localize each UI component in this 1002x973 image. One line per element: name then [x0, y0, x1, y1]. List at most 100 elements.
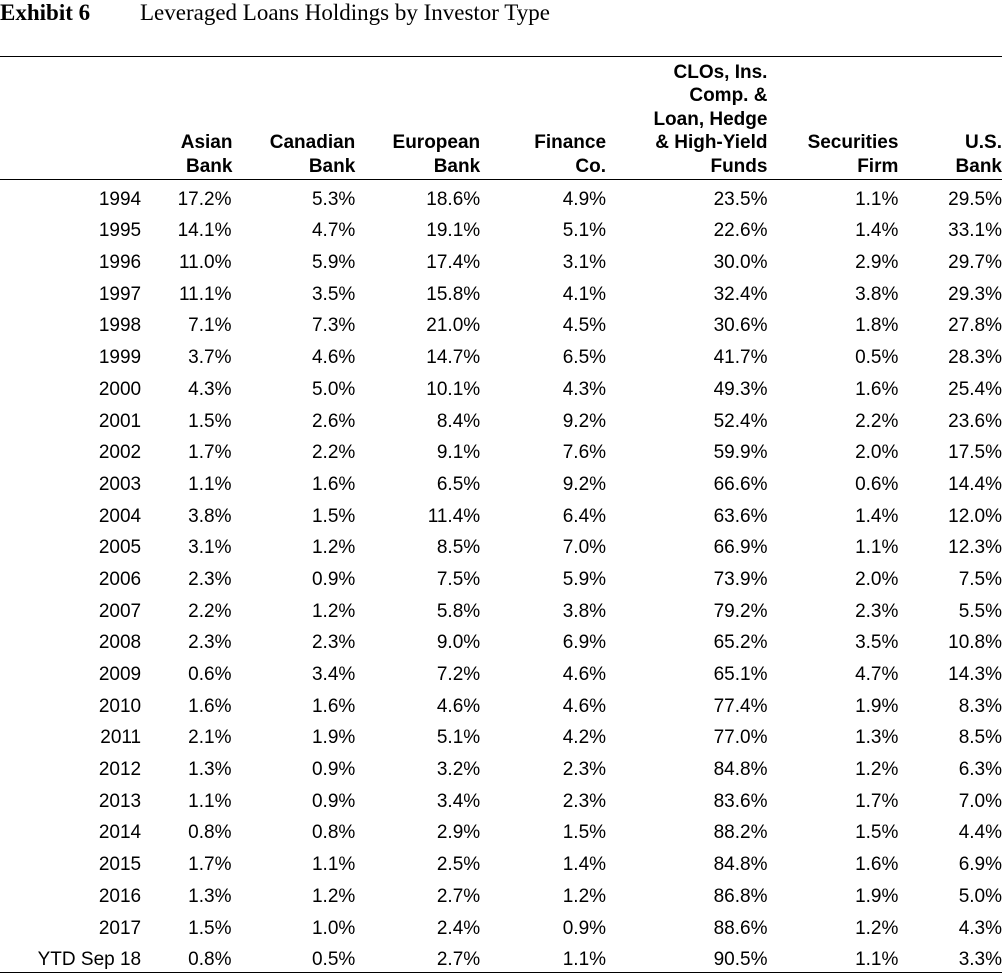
table-cell: 6.5% — [436, 473, 481, 495]
row-label: 1996 — [98, 252, 142, 274]
table-cell: 49.3% — [713, 378, 768, 400]
row-label: 2002 — [98, 442, 142, 464]
table-cell: 12.0% — [948, 505, 1002, 527]
table-row: 2007 2.2% 1.2% 5.8% 3.8% 79.2% 2.3% 5.5% — [0, 592, 1002, 624]
table-cell: 4.3% — [188, 378, 232, 400]
table-row: 2011 2.1% 1.9% 5.1% 4.2% 77.0% 1.3% 8.5% — [0, 719, 1002, 751]
row-label: 2017 — [98, 917, 142, 939]
table-cell: 3.8% — [562, 600, 607, 622]
row-label: 2001 — [98, 410, 142, 432]
table-cell: 15.8% — [426, 283, 481, 305]
row-label: 2004 — [98, 505, 142, 527]
table-cell: 1.4% — [855, 220, 899, 242]
us-bank-header: U.S. Bank — [898, 57, 1002, 180]
table-cell: 4.6% — [311, 347, 356, 369]
finance-co-header: Finance Co. — [480, 57, 607, 180]
table-cell: 2.2% — [188, 600, 232, 622]
row-label: 2003 — [98, 473, 142, 495]
table-cell: 9.1% — [436, 442, 481, 464]
row-label: 2009 — [98, 664, 142, 685]
table-cell: 1.5% — [188, 410, 232, 432]
table-cell: 0.8% — [311, 822, 356, 844]
table-row: 2009 0.6% 3.4% 7.2% 4.6% 65.1% 4.7% 14.3% — [0, 655, 1002, 687]
table-row: 2006 2.3% 0.9% 7.5% 5.9% 73.9% 2.0% 7.5% — [0, 560, 1002, 592]
table-cell: 7.5% — [958, 568, 1002, 590]
table-cell: 1.2% — [311, 537, 356, 559]
table-cell: 1.4% — [855, 505, 899, 527]
row-label: 2011 — [100, 727, 142, 749]
table-cell: 90.5% — [606, 940, 770, 973]
table-cell: 1.1% — [855, 537, 899, 559]
table-cell: 2.3% — [562, 790, 607, 812]
table-cell: 3.2% — [436, 759, 481, 781]
table-cell: 29.5% — [948, 188, 1002, 210]
table-cell: 3.1% — [188, 537, 232, 559]
table-cell: 1.3% — [188, 759, 232, 781]
table-cell: 14.4% — [948, 473, 1002, 495]
table-row: 2003 1.1% 1.6% 6.5% 9.2% 66.6% 0.6% 14.4% — [0, 465, 1002, 497]
table-cell: 1.1% — [855, 188, 899, 210]
table-cell: 4.6% — [436, 695, 481, 717]
table-cell: 1.9% — [855, 695, 899, 717]
table-cell: 28.3% — [948, 347, 1002, 369]
table-cell: 1.5% — [855, 822, 899, 844]
holdings-table: Asian Bank Canadian Bank European Bank Finance… — [0, 57, 1002, 973]
table-cell: 0.9% — [311, 759, 356, 781]
table-row: 1996 11.0% 5.9% 17.4% 3.1% 30.0% 2.9% 29.7% — [0, 243, 1002, 275]
table-cell: 4.4% — [958, 822, 1002, 844]
table-cell: 1.3% — [855, 727, 899, 749]
row-label: 1997 — [98, 283, 142, 305]
table-cell: 14.3% — [948, 664, 1002, 685]
row-label: 1999 — [98, 347, 142, 369]
table-cell: 1.1% — [480, 940, 607, 973]
securities-firm-header: Securities Firm — [769, 57, 899, 180]
table-cell: 66.9% — [713, 537, 768, 559]
table-cell: 5.0% — [311, 378, 356, 400]
table-cell: 19.1% — [426, 220, 481, 242]
table-cell: 6.4% — [562, 505, 607, 527]
row-label: 2010 — [98, 695, 142, 717]
table-cell: 6.9% — [958, 854, 1002, 876]
table-cell: 2.2% — [311, 442, 356, 464]
table-row: 2013 1.1% 0.9% 3.4% 2.3% 83.6% 1.7% 7.0% — [0, 782, 1002, 814]
table-cell: 5.8% — [436, 600, 481, 622]
table-cell: 12.3% — [948, 537, 1002, 559]
table-row: 1998 7.1% 7.3% 21.0% 4.5% 30.6% 1.8% 27.8% — [0, 307, 1002, 339]
table-row: 1997 11.1% 3.5% 15.8% 4.1% 32.4% 3.8% 29.3% — [0, 275, 1002, 307]
table-cell: 7.0% — [562, 537, 607, 559]
row-label: 2006 — [98, 568, 142, 590]
table-cell: 6.9% — [562, 632, 607, 654]
table-cell: 66.6% — [713, 473, 768, 495]
table-cell: 8.5% — [958, 727, 1002, 749]
table-cell: 5.9% — [311, 252, 356, 274]
table-cell: 7.3% — [311, 315, 356, 337]
table-cell: 3.8% — [855, 283, 899, 305]
table-header-row: Asian Bank Canadian Bank European Bank Finance… — [0, 57, 1002, 180]
table-cell: 5.1% — [562, 220, 607, 242]
table-cell: 17.2% — [177, 188, 232, 210]
table-cell: 88.2% — [713, 822, 768, 844]
table-cell: 0.6% — [855, 473, 899, 495]
table-cell: 29.7% — [948, 252, 1002, 274]
european-bank-header: European Bank — [355, 57, 481, 180]
table-cell: 1.2% — [311, 600, 356, 622]
table-cell: 0.9% — [311, 568, 356, 590]
row-label: 2016 — [98, 885, 142, 907]
table-cell: 2.4% — [436, 917, 481, 939]
table-cell: 1.1% — [769, 940, 899, 973]
table-cell: 2.6% — [311, 410, 356, 432]
table-cell: 8.5% — [436, 537, 481, 559]
table-cell: 9.2% — [562, 473, 607, 495]
table-row: 2002 1.7% 2.2% 9.1% 7.6% 59.9% 2.0% 17.5% — [0, 434, 1002, 466]
table-row: 1995 14.1% 4.7% 19.1% 5.1% 22.6% 1.4% 33.1% — [0, 212, 1002, 244]
table-cell: 0.5% — [855, 347, 899, 369]
row-label: 2014 — [98, 822, 142, 844]
table-cell: 4.7% — [311, 220, 356, 242]
table-cell: 29.3% — [948, 283, 1002, 305]
table-cell: 1.2% — [311, 885, 356, 907]
table-cell: 88.6% — [713, 917, 768, 939]
table-cell: 25.4% — [948, 378, 1002, 400]
table-cell: 30.0% — [713, 252, 768, 274]
year-column-header — [0, 57, 143, 180]
table-cell: 1.4% — [562, 854, 607, 876]
